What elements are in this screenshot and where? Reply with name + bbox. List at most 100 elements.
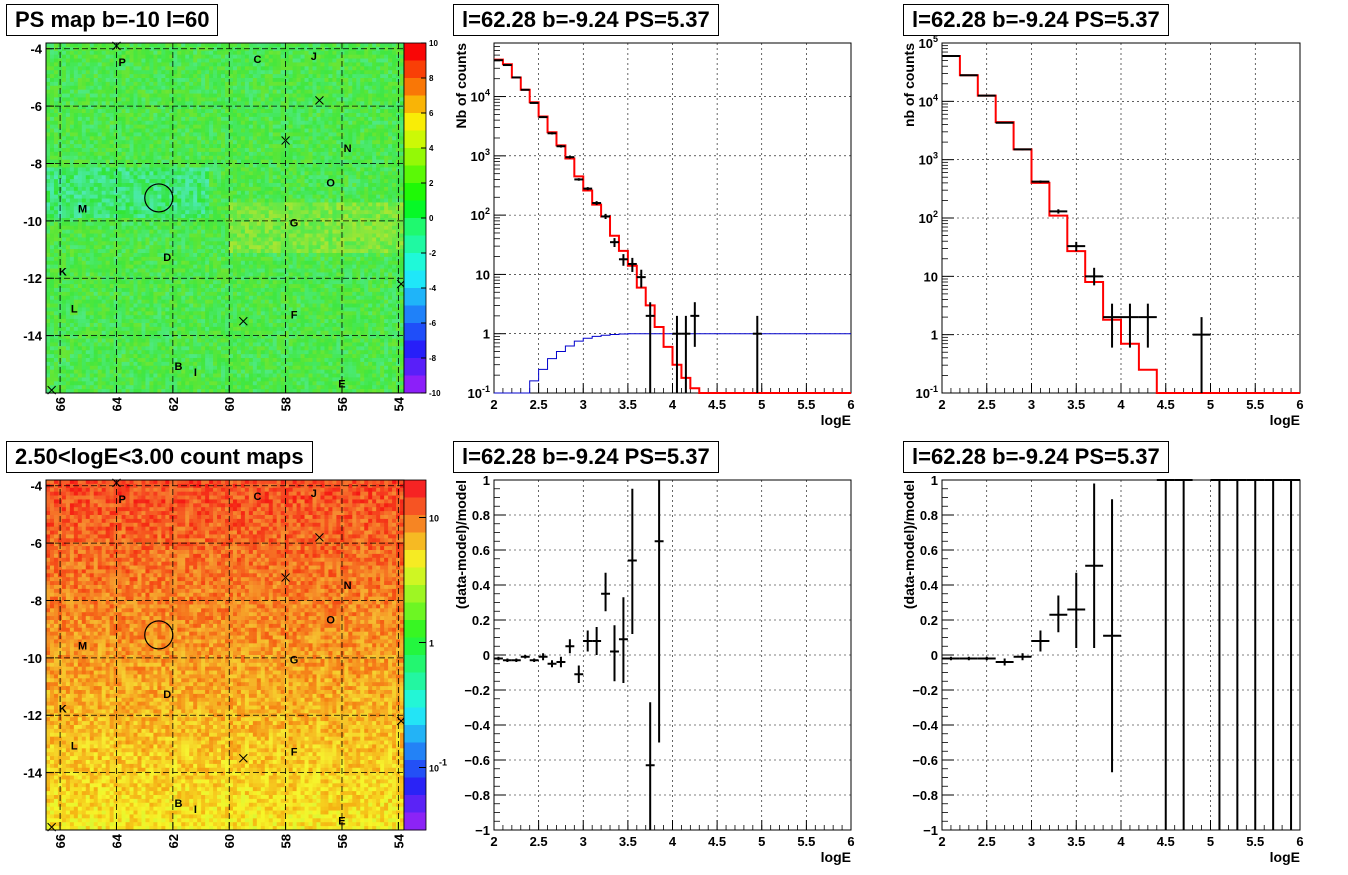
map-cell [173, 50, 178, 56]
map-cell [193, 167, 198, 172]
map-cell [225, 113, 230, 118]
map-cell [300, 233, 305, 238]
map-cell [193, 233, 198, 238]
map-cell [105, 132, 111, 137]
map-cell [344, 62, 349, 67]
map-cell [380, 151, 385, 157]
map-cell [133, 237, 138, 242]
map-cell [268, 167, 274, 172]
map-cell [260, 89, 266, 94]
map-cell [276, 163, 282, 168]
map-cell [280, 105, 286, 110]
map-cell [344, 140, 349, 145]
map-cell [49, 66, 55, 71]
map-cell [256, 132, 262, 137]
map-cell [364, 167, 369, 172]
map-cell [248, 113, 254, 118]
map-cell [129, 237, 134, 242]
map-cell [320, 179, 325, 184]
map-cell [252, 70, 258, 75]
map-cell [372, 93, 377, 98]
map-cell [113, 136, 118, 141]
map-cell [328, 136, 333, 141]
map-cell [125, 132, 130, 137]
map-cell [252, 151, 258, 157]
map-cell [121, 253, 126, 258]
map-cell [73, 163, 79, 168]
map-cell [221, 218, 226, 223]
map-cell [189, 128, 194, 133]
map-cell [296, 58, 301, 63]
map-cell [332, 253, 337, 258]
map-cell [228, 249, 234, 254]
map-cell [284, 105, 290, 110]
map-cell [392, 241, 397, 246]
map-cell [73, 128, 79, 133]
map-cell [145, 151, 150, 157]
map-cell [89, 225, 95, 231]
map-cell [288, 163, 294, 168]
map-cell [320, 163, 325, 168]
map-cell [360, 97, 365, 102]
map-cell [169, 144, 174, 149]
map-cell [137, 233, 142, 238]
map-cell [213, 229, 218, 234]
map-cell [61, 183, 67, 188]
map-cell [193, 221, 198, 227]
map-cell [376, 159, 381, 164]
map-cell [308, 128, 313, 133]
map-cell [169, 101, 174, 106]
map-cell [217, 155, 222, 161]
map-cell [161, 148, 166, 153]
map-cell [61, 194, 67, 199]
map-cell [364, 186, 369, 192]
map-cell [300, 93, 305, 98]
map-cell [392, 144, 397, 149]
map-cell [280, 62, 286, 67]
map-cell [137, 198, 142, 203]
map-cell [296, 179, 301, 184]
map-cell [189, 50, 194, 56]
map-cell [372, 120, 377, 126]
map-cell [197, 233, 202, 238]
map-cell [324, 179, 329, 184]
map-cell [236, 43, 242, 48]
map-cell [264, 253, 270, 258]
map-cell [292, 225, 297, 231]
map-cell [324, 136, 329, 141]
map-cell [332, 116, 337, 122]
map-cell [228, 241, 234, 246]
map-cell [225, 78, 230, 83]
map-cell [320, 245, 325, 250]
map-cell [348, 54, 353, 59]
map-cell [89, 151, 95, 157]
map-cell [169, 210, 174, 215]
map-cell [113, 175, 118, 180]
map-cell [340, 233, 345, 238]
map-cell [272, 113, 278, 118]
map-cell [340, 210, 345, 215]
map-cell [101, 183, 107, 188]
map-cell [137, 159, 142, 164]
map-cell [109, 225, 115, 231]
map-cell [149, 101, 154, 106]
map-cell [348, 221, 353, 227]
map-cell [93, 214, 99, 219]
map-cell [209, 50, 214, 56]
map-cell [364, 66, 369, 71]
map-cell [364, 62, 369, 67]
map-cell [65, 155, 71, 161]
map-cell [85, 78, 91, 83]
map-cell [352, 233, 357, 238]
map-cell [89, 101, 95, 106]
map-cell [356, 140, 361, 145]
map-cell [356, 190, 361, 196]
map-cell [77, 128, 83, 133]
map-cell [46, 54, 51, 59]
map-cell [61, 101, 67, 106]
map-cell [137, 109, 142, 114]
map-cell [181, 159, 186, 164]
map-cell [348, 128, 353, 133]
map-cell [360, 105, 365, 110]
map-cell [364, 70, 369, 75]
